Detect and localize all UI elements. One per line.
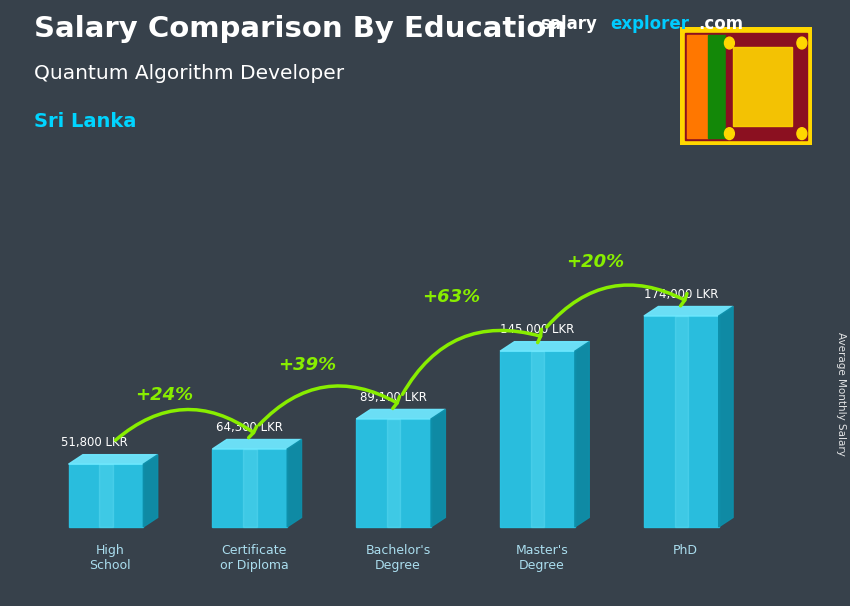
Text: +20%: +20% [566,253,625,271]
Text: 51,800 LKR: 51,800 LKR [61,436,128,450]
Polygon shape [387,419,400,527]
Polygon shape [356,410,445,419]
Bar [687,35,708,138]
Text: 145,000 LKR: 145,000 LKR [501,324,575,336]
Text: salary: salary [540,15,597,33]
Polygon shape [530,351,544,527]
Text: Salary Comparison By Education: Salary Comparison By Education [34,15,567,43]
Polygon shape [644,307,733,316]
Polygon shape [431,410,445,527]
Circle shape [797,128,807,139]
Polygon shape [99,464,113,527]
Text: Master's
Degree: Master's Degree [515,544,568,572]
Bar [726,35,805,138]
Text: +63%: +63% [422,288,480,306]
Polygon shape [69,454,158,464]
Text: +39%: +39% [279,356,337,373]
Bar [733,47,792,126]
Polygon shape [69,464,144,527]
Polygon shape [212,449,287,527]
Polygon shape [144,454,158,527]
Polygon shape [356,419,431,527]
Polygon shape [719,307,733,527]
Text: 174,000 LKR: 174,000 LKR [644,288,718,301]
Polygon shape [575,342,589,527]
Polygon shape [243,449,257,527]
Bar [708,35,726,138]
Text: +24%: +24% [134,385,193,404]
Text: Average Monthly Salary: Average Monthly Salary [836,332,846,456]
Circle shape [724,128,734,139]
Polygon shape [500,342,589,351]
Text: .com: .com [699,15,744,33]
Polygon shape [675,316,688,527]
Text: 64,300 LKR: 64,300 LKR [217,421,283,435]
Text: Quantum Algorithm Developer: Quantum Algorithm Developer [34,64,344,82]
Text: 89,100 LKR: 89,100 LKR [360,391,427,404]
Text: Sri Lanka: Sri Lanka [34,112,136,131]
Text: explorer: explorer [610,15,689,33]
Circle shape [797,37,807,49]
Circle shape [724,37,734,49]
Polygon shape [500,351,575,527]
Polygon shape [287,439,302,527]
Text: PhD: PhD [673,544,698,557]
Text: High
School: High School [89,544,131,572]
Text: Bachelor's
Degree: Bachelor's Degree [366,544,431,572]
Text: Certificate
or Diploma: Certificate or Diploma [219,544,288,572]
Polygon shape [212,439,302,449]
Polygon shape [644,316,719,527]
